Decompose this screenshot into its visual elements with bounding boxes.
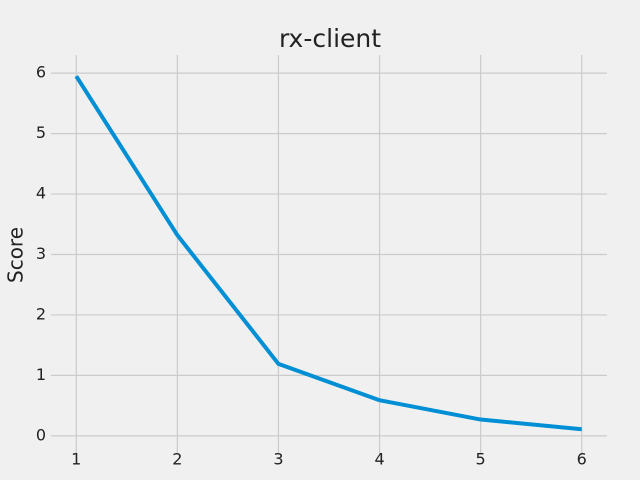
line	[74, 75, 582, 432]
y-tick-label: 2	[36, 304, 46, 323]
y-axis-label: Score	[4, 227, 28, 283]
x-tick-label: 5	[476, 450, 486, 469]
x-tick-label: 2	[172, 450, 182, 469]
x-tick-label: 6	[577, 450, 587, 469]
y-tick-label: 0	[36, 425, 46, 444]
x-axis-label: Number of Clusters	[233, 477, 427, 480]
y-tick-label: 1	[36, 365, 46, 384]
x-tick-label: 4	[374, 450, 384, 469]
y-tick-label: 4	[36, 184, 46, 203]
y-tick-label: 6	[36, 63, 46, 82]
x-tick-label: 3	[273, 450, 283, 469]
x-tick-label: 1	[71, 450, 81, 469]
grid	[51, 55, 607, 454]
chart-title: rx-client	[279, 24, 381, 53]
y-tick-label: 3	[36, 244, 46, 263]
y-tick-label: 5	[36, 123, 46, 142]
